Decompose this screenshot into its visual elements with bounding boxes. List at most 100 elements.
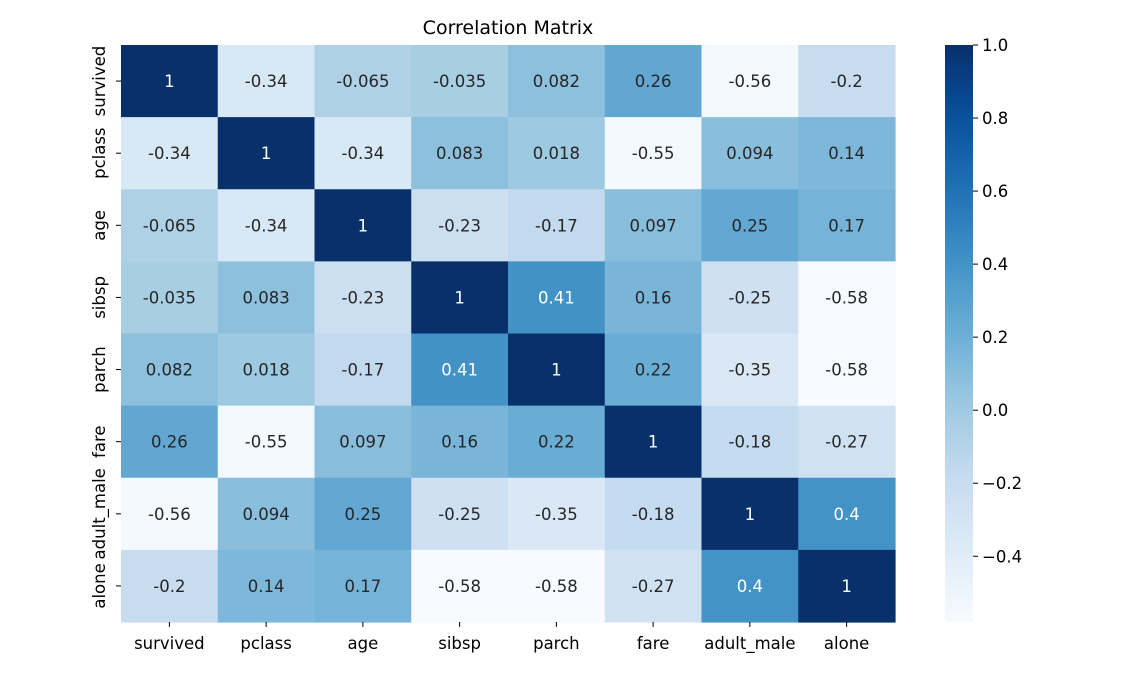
annotation-alone-survived: -0.2 xyxy=(153,577,185,596)
colorbar-tick-label: 0.0 xyxy=(982,401,1008,420)
annotation-survived-sibsp: -0.035 xyxy=(433,72,486,91)
cell-alone-age xyxy=(314,549,412,623)
annotation-adult_male-age: 0.25 xyxy=(345,505,382,524)
cell-parch-survived xyxy=(121,333,219,407)
annotation-sibsp-sibsp: 1 xyxy=(454,288,465,307)
cell-fare-age xyxy=(314,405,412,479)
colorbar-tick-label: 0.2 xyxy=(982,328,1008,347)
annotation-alone-fare: -0.27 xyxy=(632,577,675,596)
y-tick-label-survived: survived xyxy=(90,46,109,117)
cell-sibsp-fare xyxy=(604,261,703,335)
annotation-sibsp-alone: -0.58 xyxy=(825,288,868,307)
annotation-alone-age: 0.17 xyxy=(345,577,382,596)
cell-alone-parch xyxy=(508,549,606,623)
annotation-fare-alone: -0.27 xyxy=(825,433,868,452)
cell-adult_male-parch xyxy=(508,477,606,551)
x-tick-label-fare: fare xyxy=(637,634,670,653)
cell-alone-alone xyxy=(798,549,896,623)
annotation-age-age: 1 xyxy=(358,216,369,235)
annotation-pclass-alone: 0.14 xyxy=(828,144,865,163)
colorbar-tick-label: 1.0 xyxy=(982,36,1008,55)
annotation-adult_male-adult_male: 1 xyxy=(745,505,756,524)
annotation-age-pclass: -0.34 xyxy=(245,216,288,235)
cell-survived-survived xyxy=(121,45,219,118)
annotation-alone-adult_male: 0.4 xyxy=(737,577,763,596)
y-tick-label-adult_male: adult_male xyxy=(90,468,110,559)
annotation-fare-adult_male: -0.18 xyxy=(729,433,772,452)
annotation-survived-age: -0.065 xyxy=(336,72,389,91)
cell-fare-alone xyxy=(798,405,896,479)
annotation-fare-fare: 1 xyxy=(648,433,659,452)
annotation-age-adult_male: 0.25 xyxy=(732,216,769,235)
cell-parch-sibsp xyxy=(411,333,509,407)
annotation-sibsp-survived: -0.035 xyxy=(143,288,196,307)
annotation-pclass-age: -0.34 xyxy=(342,144,385,163)
cell-age-alone xyxy=(798,189,896,262)
colorbar-tick-label: −0.2 xyxy=(982,474,1022,493)
annotation-pclass-survived: -0.34 xyxy=(148,144,191,163)
cell-pclass-sibsp xyxy=(411,117,509,190)
annotation-survived-alone: -0.2 xyxy=(831,72,863,91)
annotation-survived-parch: 0.082 xyxy=(533,72,580,91)
cell-alone-sibsp xyxy=(411,549,509,623)
cell-fare-parch xyxy=(508,405,606,479)
annotation-adult_male-sibsp: -0.25 xyxy=(438,505,481,524)
colorbar: 1.0 0.8 0.6 0.4 0.2 0.0 −0.2 −0.4 xyxy=(945,36,1022,622)
annotation-fare-survived: 0.26 xyxy=(151,433,188,452)
cell-sibsp-adult_male xyxy=(701,261,799,335)
annotation-age-fare: 0.097 xyxy=(630,216,677,235)
cell-parch-adult_male xyxy=(701,333,799,407)
annotation-adult_male-pclass: 0.094 xyxy=(243,505,290,524)
annotation-sibsp-age: -0.23 xyxy=(342,288,385,307)
annotation-parch-pclass: 0.018 xyxy=(243,361,290,380)
annotation-age-sibsp: -0.23 xyxy=(438,216,481,235)
cell-survived-adult_male xyxy=(701,45,799,118)
cell-pclass-pclass xyxy=(217,117,316,190)
cell-sibsp-alone xyxy=(798,261,896,335)
annotation-alone-alone: 1 xyxy=(841,577,852,596)
annotation-pclass-pclass: 1 xyxy=(261,144,272,163)
annotation-pclass-sibsp: 0.083 xyxy=(436,144,483,163)
annotation-survived-adult_male: -0.56 xyxy=(729,72,772,91)
y-tick-label-parch: parch xyxy=(90,346,109,393)
cell-alone-pclass xyxy=(217,549,316,623)
colorbar-tick-label: 0.8 xyxy=(982,109,1008,128)
annotation-pclass-adult_male: 0.094 xyxy=(726,144,773,163)
cell-sibsp-pclass xyxy=(217,261,316,335)
cell-adult_male-survived xyxy=(121,477,219,551)
x-tick-label-adult_male: adult_male xyxy=(704,634,795,654)
cell-fare-adult_male xyxy=(701,405,799,479)
y-axis: survived pclass age sibsp parch fare adult_mal… xyxy=(90,46,121,609)
cell-fare-sibsp xyxy=(411,405,509,479)
cell-survived-age xyxy=(314,45,412,118)
annotation-adult_male-fare: -0.18 xyxy=(632,505,675,524)
cell-sibsp-age xyxy=(314,261,412,335)
y-tick-label-alone: alone xyxy=(90,563,109,608)
cell-age-parch xyxy=(508,189,606,262)
cell-pclass-parch xyxy=(508,117,606,190)
cell-parch-pclass xyxy=(217,333,316,407)
x-tick-label-age: age xyxy=(348,634,379,653)
annotation-age-parch: -0.17 xyxy=(535,216,578,235)
cell-adult_male-adult_male xyxy=(701,477,799,551)
annotation-fare-parch: 0.22 xyxy=(538,433,575,452)
cell-fare-pclass xyxy=(217,405,316,479)
cell-adult_male-alone xyxy=(798,477,896,551)
cell-age-fare xyxy=(604,189,703,262)
x-axis: survived pclass age sibsp parch fare adult_mal… xyxy=(134,622,869,654)
cell-fare-survived xyxy=(121,405,219,479)
cell-parch-parch xyxy=(508,333,606,407)
annotation-parch-sibsp: 0.41 xyxy=(441,361,478,380)
cell-sibsp-parch xyxy=(508,261,606,335)
cell-pclass-fare xyxy=(604,117,703,190)
annotation-adult_male-survived: -0.56 xyxy=(148,505,191,524)
cell-age-survived xyxy=(121,189,219,262)
annotation-sibsp-parch: 0.41 xyxy=(538,288,575,307)
cell-adult_male-pclass xyxy=(217,477,316,551)
cell-parch-alone xyxy=(798,333,896,407)
annotation-parch-survived: 0.082 xyxy=(146,361,193,380)
annotation-sibsp-adult_male: -0.25 xyxy=(729,288,772,307)
annotation-parch-age: -0.17 xyxy=(342,361,385,380)
